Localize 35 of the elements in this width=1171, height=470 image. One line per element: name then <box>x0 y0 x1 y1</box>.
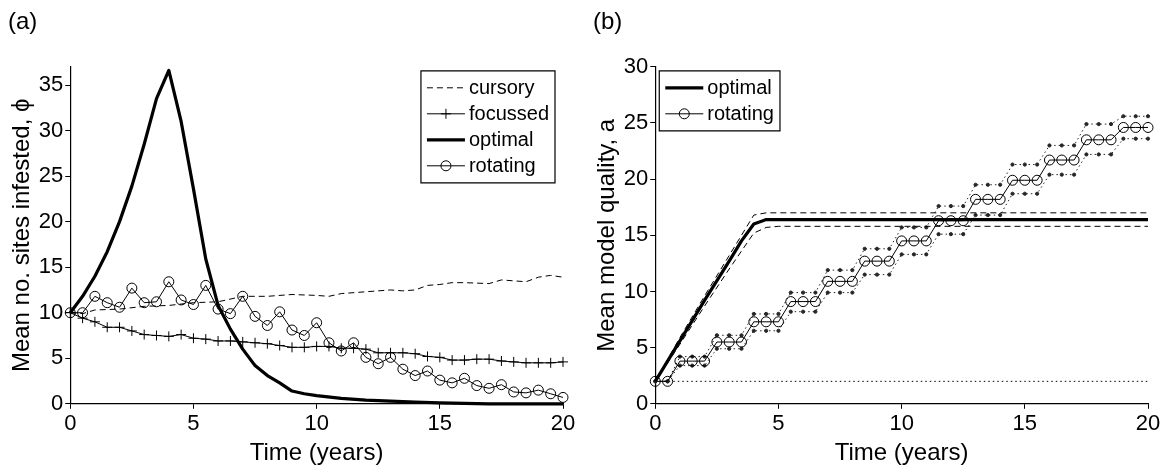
y-tick-label: 20 <box>38 207 64 233</box>
y-tick-label: 10 <box>38 298 64 324</box>
x-axis-title: Time (years) <box>249 438 384 466</box>
y-tick-label: 30 <box>623 52 649 78</box>
x-tick-label: 15 <box>427 410 453 436</box>
x-tick-label: 20 <box>1135 410 1161 436</box>
y-axis-title: Mean no. sites infested, ϕ <box>7 98 35 373</box>
legend-label: cursory <box>468 76 535 99</box>
x-tick-label: 20 <box>550 410 576 436</box>
y-tick-label: 15 <box>38 253 64 279</box>
y-tick-label: 0 <box>51 389 64 415</box>
legend-label: rotating <box>707 102 774 125</box>
y-tick-label: 20 <box>623 165 649 191</box>
legend-label: optimal <box>707 76 772 99</box>
x-tick-label: 5 <box>187 410 200 436</box>
x-tick-label: 5 <box>772 410 785 436</box>
legend-label: focussed <box>468 102 550 125</box>
y-tick-label: 35 <box>38 71 64 97</box>
y-tick-label: 5 <box>636 333 649 359</box>
legend-label: optimal <box>468 128 534 151</box>
y-tick-label: 15 <box>623 221 649 247</box>
x-tick-label: 10 <box>304 410 329 436</box>
y-tick-label: 30 <box>38 116 64 142</box>
y-tick-label: 25 <box>623 109 649 135</box>
chart-title: (b) <box>593 7 623 35</box>
legend-label: rotating <box>468 154 536 177</box>
y-tick-label: 10 <box>623 277 649 303</box>
y-tick-label: 0 <box>636 389 649 415</box>
x-tick-label: 15 <box>1012 410 1038 436</box>
x-axis-title: Time (years) <box>834 438 969 466</box>
y-axis-title: Mean model quality, a <box>592 118 620 352</box>
chart-title: (a) <box>8 7 38 35</box>
y-tick-label: 25 <box>38 162 64 188</box>
y-tick-label: 5 <box>51 344 64 370</box>
x-tick-label: 10 <box>889 410 914 436</box>
